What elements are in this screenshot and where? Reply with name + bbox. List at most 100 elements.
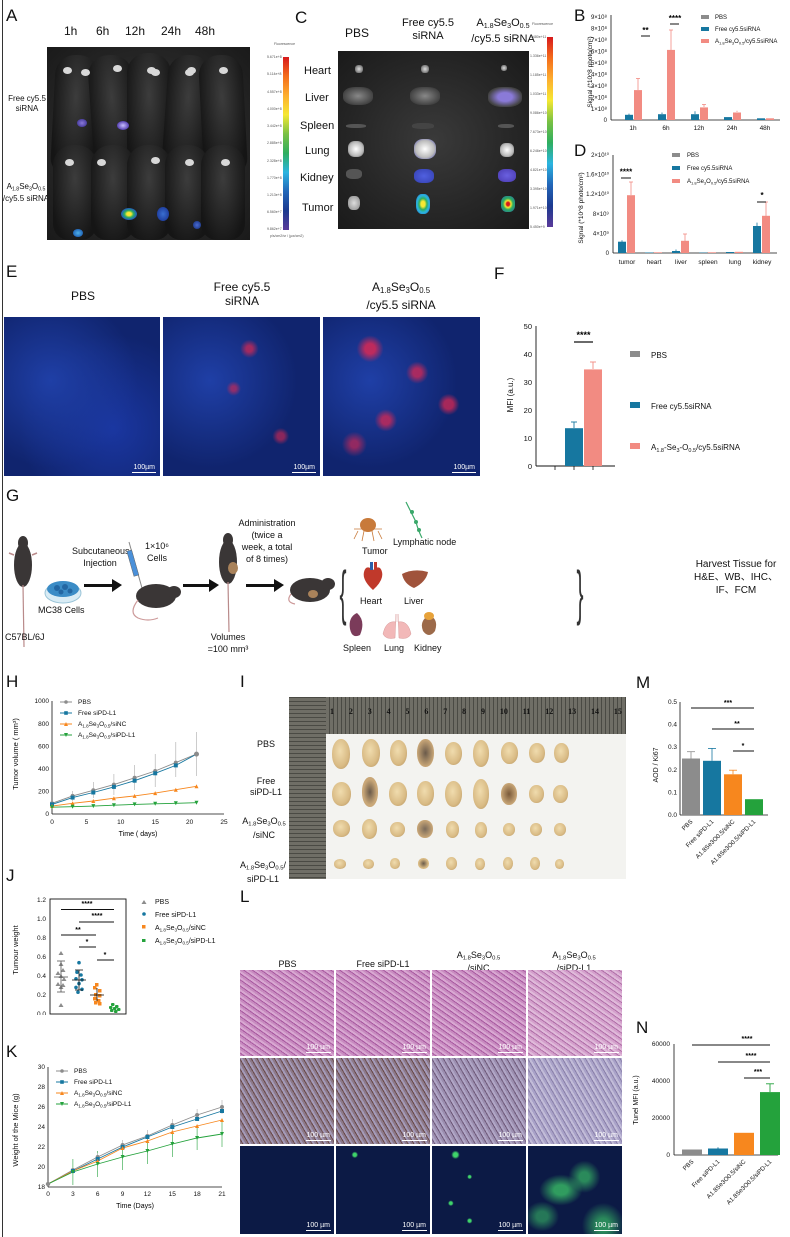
arrow-icon	[246, 579, 284, 592]
strain-label: C57BL/6J	[5, 632, 45, 642]
svg-text:Free siPD-L1: Free siPD-L1	[78, 710, 117, 717]
svg-text:28: 28	[38, 1084, 46, 1091]
svg-text:50: 50	[524, 322, 532, 331]
svg-text:7×10⁸: 7×10⁸	[591, 37, 608, 44]
organ-label: Heart	[304, 65, 331, 77]
svg-text:6h: 6h	[662, 125, 670, 130]
svg-text:1.2: 1.2	[37, 897, 46, 904]
svg-text:*: *	[742, 743, 745, 750]
svg-text:tumor: tumor	[619, 259, 636, 266]
label-line: A1.8Se3O0.5/	[239, 860, 287, 872]
label-line: /siPD-L1	[556, 963, 592, 974]
colorbar-tick: 1.213e+8	[267, 193, 282, 197]
panel-label-l: L	[240, 887, 250, 906]
colorbar-tick: 6.246e+10	[530, 149, 547, 153]
tumor-icon	[353, 518, 383, 542]
label-line: week, a total	[241, 542, 293, 552]
panel-label-a: A	[6, 6, 18, 25]
significance-n: **** **** ***	[692, 1036, 770, 1079]
colorbar-tick: 1.336e+11	[530, 54, 547, 58]
svg-text:Time ( days): Time ( days)	[119, 831, 158, 838]
column-label-line: siRNA	[224, 294, 259, 308]
scale-bar: 100µm	[452, 464, 476, 473]
svg-text:****: ****	[92, 913, 103, 920]
organ-label: Lymphatic node	[393, 537, 457, 547]
svg-text:PBS: PBS	[74, 1068, 88, 1075]
svg-text:Tunel MFI (a.u.): Tunel MFI (a.u.)	[633, 1075, 640, 1125]
organ-label: Liver	[404, 596, 424, 606]
svg-text:****: ****	[82, 901, 93, 908]
svg-text:20: 20	[186, 819, 194, 826]
mouse-tumor-icon	[219, 533, 238, 633]
colorbar-tick: 5.671e+8	[267, 55, 282, 59]
label-line: Cells	[146, 553, 167, 563]
if-image-pbs: 100µm	[4, 317, 160, 476]
colorbar-tick: 5.450e+9	[530, 225, 545, 229]
dose-label: 1×10⁶ Cells	[140, 540, 174, 564]
svg-text:10: 10	[117, 819, 125, 826]
arrow-icon	[183, 579, 219, 592]
spleen-icon	[349, 613, 363, 637]
svg-text:***: ***	[754, 1069, 762, 1076]
chart-n-tunel-mfi: Tunel MFI (a.u.) 60000 40000 20000 0 ***…	[633, 1036, 780, 1206]
svg-text:Free siPD-L1: Free siPD-L1	[155, 912, 196, 919]
chart-h-tumor-volume: Tumor volume ( mm³) 1000 800 600 400 200…	[11, 698, 228, 838]
svg-text:**: **	[75, 927, 81, 934]
svg-text:30: 30	[524, 378, 532, 387]
left-brace: {	[339, 559, 347, 626]
panel-label-d: D	[574, 141, 587, 160]
harvest-label: Harvest Tissue for H&E、WB、IHC、 IF、FCM	[682, 558, 790, 597]
colorbar-title: Fluorescence	[532, 22, 554, 26]
label-line: H&E、WB、IHC、	[694, 572, 778, 583]
svg-text:A1.8-Se3-O0.5/cy5.5siRNA: A1.8-Se3-O0.5/cy5.5siRNA	[651, 443, 741, 454]
svg-text:40000: 40000	[652, 1078, 670, 1085]
svg-text:0.1: 0.1	[668, 789, 677, 796]
svg-text:A1.8Se3O0.5/siPD-L1: A1.8Se3O0.5/siPD-L1	[155, 938, 216, 946]
label-line: 1×10⁶	[145, 541, 169, 551]
svg-text:25: 25	[220, 819, 228, 826]
svg-text:****: ****	[576, 330, 591, 340]
svg-text:kidney: kidney	[753, 259, 773, 266]
column-label-pbs: PBS	[70, 289, 95, 303]
ihc-image-pbs: 100 µm	[240, 1058, 334, 1144]
svg-text:0: 0	[50, 819, 54, 826]
column-label-sipdl1: A1.8Se3O0.5 /siPD-L1	[526, 950, 622, 973]
column-label-nano: A1.8Se3O0.5 /cy5.5 siRNA	[462, 17, 544, 46]
if-image-free: 100µm	[163, 317, 320, 476]
row-label-free: Free siPD-L1	[242, 776, 290, 798]
svg-text:24: 24	[38, 1124, 46, 1131]
chart-j-tumour-weight: Tumour weight 1.2 1.0 0.8 0.6 0.4 0.2 0.…	[11, 897, 216, 1015]
svg-text:MFI (a.u.): MFI (a.u.)	[506, 377, 515, 412]
figure-left-border	[2, 0, 3, 1237]
column-label-line: /cy5.5 siRNA	[471, 32, 535, 45]
svg-text:*: *	[104, 952, 107, 959]
svg-text:Free cy5.5siRNA: Free cy5.5siRNA	[651, 402, 712, 411]
svg-text:A1.8Se3O0.5/siPD-L1: A1.8Se3O0.5/siPD-L1	[725, 1158, 773, 1206]
svg-text:Free cy5.5siRNA: Free cy5.5siRNA	[687, 166, 732, 172]
svg-text:10: 10	[524, 434, 532, 443]
ihc-image-free: 100 µm	[336, 1058, 430, 1144]
svg-text:30: 30	[38, 1064, 46, 1071]
panel-label-i: I	[240, 672, 245, 691]
svg-text:1h: 1h	[629, 125, 637, 130]
svg-text:48h: 48h	[760, 125, 771, 130]
administration-label: Administration (twice a week, a total of…	[236, 517, 298, 565]
svg-text:****: ****	[620, 168, 633, 177]
svg-text:heart: heart	[647, 259, 662, 266]
if-image-nano: 100µm	[323, 317, 480, 476]
row-label-free: Free cy5.5 siRNA	[4, 94, 50, 114]
svg-text:PBS: PBS	[682, 1158, 696, 1172]
mouse-treated-icon	[288, 578, 335, 605]
svg-text:A1.8Se3O0.5/siNC: A1.8Se3O0.5/siNC	[78, 721, 127, 729]
timepoint-label: 12h	[125, 24, 146, 38]
svg-text:spleen: spleen	[698, 259, 718, 266]
svg-text:4×10⁹: 4×10⁹	[593, 230, 610, 237]
label-line: Injection	[83, 558, 117, 568]
svg-text:15: 15	[152, 819, 160, 826]
organ-label: Kidney	[300, 172, 334, 184]
colorbar-title: Fluorescence	[274, 42, 296, 46]
organ-label: Liver	[305, 92, 329, 104]
label-line: siPD-L1	[246, 874, 279, 885]
tunel-image-free: 100 µm	[336, 1146, 430, 1234]
svg-text:24h: 24h	[727, 125, 738, 130]
